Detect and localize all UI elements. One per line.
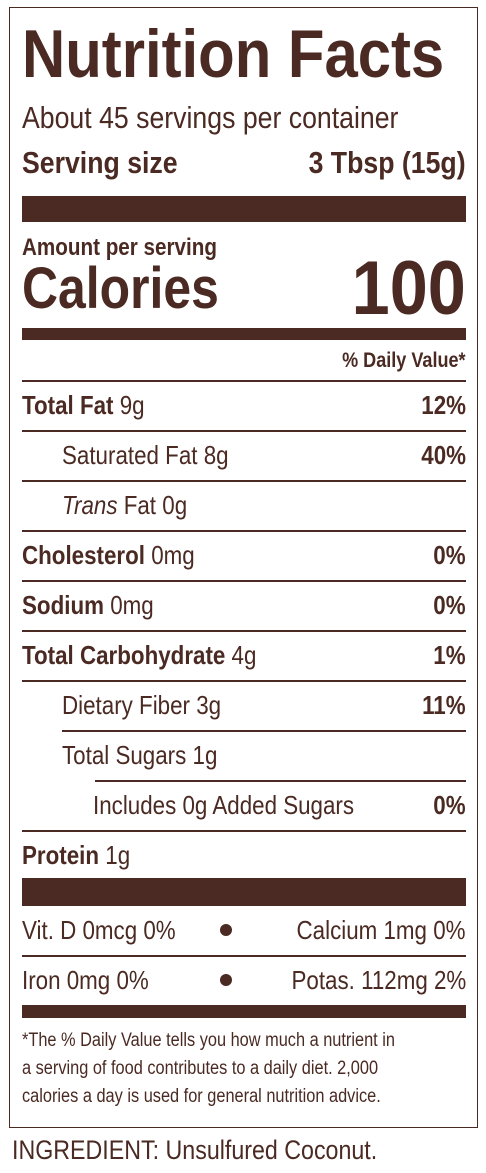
nutrient-name: Trans (62, 489, 118, 520)
rule (95, 780, 466, 782)
serving-size-row: Serving size 3 Tbsp (15g) (22, 145, 466, 181)
nutrient-dv: 40% (421, 439, 466, 470)
amount-per-serving: Amount per serving (22, 234, 217, 261)
footnote-line: calories a day is used for general nutri… (22, 1083, 466, 1111)
nutrient-amount: 3g (196, 689, 222, 720)
vitamin: Vit. D 0mcg 0% (22, 915, 176, 945)
vitamin: Iron 0mg 0% (22, 965, 149, 995)
nutrient-amount: 8g (203, 439, 229, 470)
serving-size-value: 3 Tbsp (15g) (308, 145, 466, 180)
footnote: a serving of food contributes to a daily… (22, 1058, 379, 1079)
vitamin: Calcium 1mg 0% (296, 915, 466, 945)
calories-row: Calories 100 (22, 246, 466, 331)
nutrient-row: Total Carbohydrate 4g 1% (22, 630, 466, 680)
nutrient-amount: 0mg (110, 589, 154, 620)
footnote: calories a day is used for general nutri… (22, 1086, 381, 1107)
vitamin: Potas. 112mg 2% (291, 965, 466, 995)
ingredients: INGREDIENT: Unsulfured Coconut. (12, 1134, 378, 1165)
nutrient-name: Includes 0g Added Sugars (93, 789, 355, 820)
label-border (9, 7, 478, 1128)
nutrient-amount: 1g (105, 839, 131, 870)
rule (22, 480, 466, 482)
nutrient-row: Protein 1g (22, 830, 466, 880)
thick-bar (22, 196, 466, 222)
nutrient-amount: 0mg (151, 539, 195, 570)
nutrient-amount: 1g (192, 739, 218, 770)
nutrient-row: Includes 0g Added Sugars 0% (93, 780, 466, 830)
servings: About 45 servings per container (22, 100, 399, 135)
rule (22, 680, 466, 682)
nutrient-row: Cholesterol 0mg 0% (22, 530, 466, 580)
dv-header: % Daily Value* (342, 349, 466, 372)
nutrient-dv: 0% (433, 589, 466, 620)
rule (22, 530, 466, 532)
serving-size-label: Serving size (22, 145, 178, 180)
vitamin-row: Iron 0mg 0% Potas. 112mg 2% (22, 956, 466, 1005)
nutrient-dv: 11% (422, 689, 466, 720)
nutrient-name: Total Fat (22, 389, 114, 420)
medium-bar (22, 328, 466, 340)
rule (22, 630, 466, 632)
rule (22, 380, 466, 382)
calories-label: Calories (22, 255, 219, 321)
calories-value: 100 (351, 245, 466, 331)
nutrient-row: Sodium 0mg 0% (22, 580, 466, 630)
title: Nutrition Facts (22, 16, 445, 92)
nutrient-amount: 4g (231, 639, 257, 670)
nutrient-dv: 12% (421, 389, 466, 420)
rule (22, 830, 466, 832)
nutrient-row: Saturated Fat 8g 40% (62, 430, 466, 480)
nutrient-name: Dietary Fiber (62, 689, 190, 720)
rule (22, 430, 466, 432)
nutrient-name: Total Sugars (62, 739, 187, 770)
servings-row: About 45 servings per container (22, 100, 466, 136)
rule (22, 580, 466, 582)
nutrient-name: Sodium (22, 589, 104, 620)
nutrient-amount: 0g (162, 489, 188, 520)
dv-header-row: % Daily Value* (22, 347, 466, 375)
nutrient-row: Total Sugars 1g (62, 730, 466, 780)
title-row: Nutrition Facts (22, 14, 466, 94)
amount-row: Amount per serving (22, 234, 466, 262)
bullet (220, 924, 232, 936)
nutrient-name: Total Carbohydrate (22, 639, 226, 670)
nutrient-dv: 1% (433, 639, 466, 670)
nutrient-row: Total Fat 9g 12% (22, 380, 466, 430)
nutrient-name: Cholesterol (22, 539, 146, 570)
footnote: *The % Daily Value tells you how much a … (22, 1030, 395, 1051)
nutrient-amount: 9g (119, 389, 145, 420)
ingredients-row: INGREDIENT: Unsulfured Coconut. (12, 1132, 472, 1168)
nutrient-row: Dietary Fiber 3g 11% (62, 680, 466, 730)
rule (22, 955, 466, 957)
nutrient-name-rest: Fat (123, 489, 157, 520)
nutrient-dv: 0% (433, 789, 466, 820)
rule (62, 730, 466, 732)
nutrient-name: Protein (22, 839, 100, 870)
footnote-line: a serving of food contributes to a daily… (22, 1055, 466, 1083)
vitamin-row: Vit. D 0mcg 0% Calcium 1mg 0% (22, 906, 466, 955)
bullet (220, 974, 232, 986)
thick-bar (22, 878, 466, 906)
footnote-line: *The % Daily Value tells you how much a … (22, 1027, 466, 1055)
nutrient-name: Saturated Fat (62, 439, 198, 470)
nutrient-row: Trans Fat 0g (62, 480, 466, 530)
nutrient-dv: 0% (433, 539, 466, 570)
medium-bar (22, 1005, 466, 1018)
